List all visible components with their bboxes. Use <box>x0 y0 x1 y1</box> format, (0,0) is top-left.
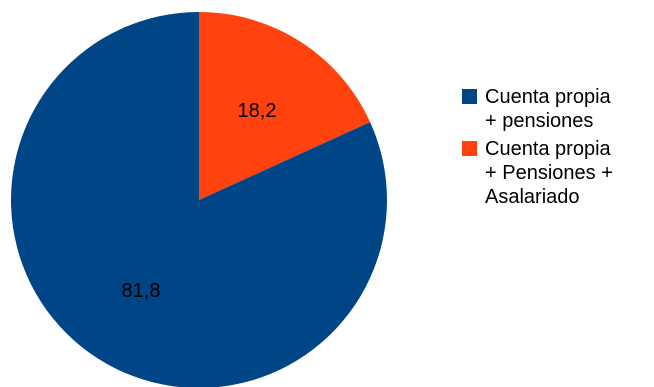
legend-line: Cuenta propia <box>485 138 611 160</box>
legend-swatch-cuenta-propia-pensiones <box>462 89 477 104</box>
legend-line: Cuenta propia <box>485 86 611 108</box>
pie-slice-cuenta-propia-pensiones-asalariado <box>199 12 371 200</box>
legend-line: + pensiones <box>485 110 594 132</box>
legend: Cuenta propia + pensiones Cuenta propia … <box>462 85 652 213</box>
legend-swatch-cuenta-propia-pensiones-asalariado <box>462 141 477 156</box>
legend-label-cuenta-propia-pensiones-asalariado: Cuenta propia + Pensiones + Asalariado <box>485 137 645 209</box>
slice-value-label: 18,2 <box>238 100 277 122</box>
pie-slice-cuenta-propia-pensiones <box>11 12 387 387</box>
legend-line: Asalariado <box>485 186 580 208</box>
legend-item-cuenta-propia-pensiones-asalariado: Cuenta propia + Pensiones + Asalariado <box>462 137 652 209</box>
legend-item-cuenta-propia-pensiones: Cuenta propia + pensiones <box>462 85 652 133</box>
slice-value-label: 81,8 <box>122 280 161 302</box>
legend-label-cuenta-propia-pensiones: Cuenta propia + pensiones <box>485 85 645 133</box>
legend-line: + Pensiones + <box>485 162 613 184</box>
